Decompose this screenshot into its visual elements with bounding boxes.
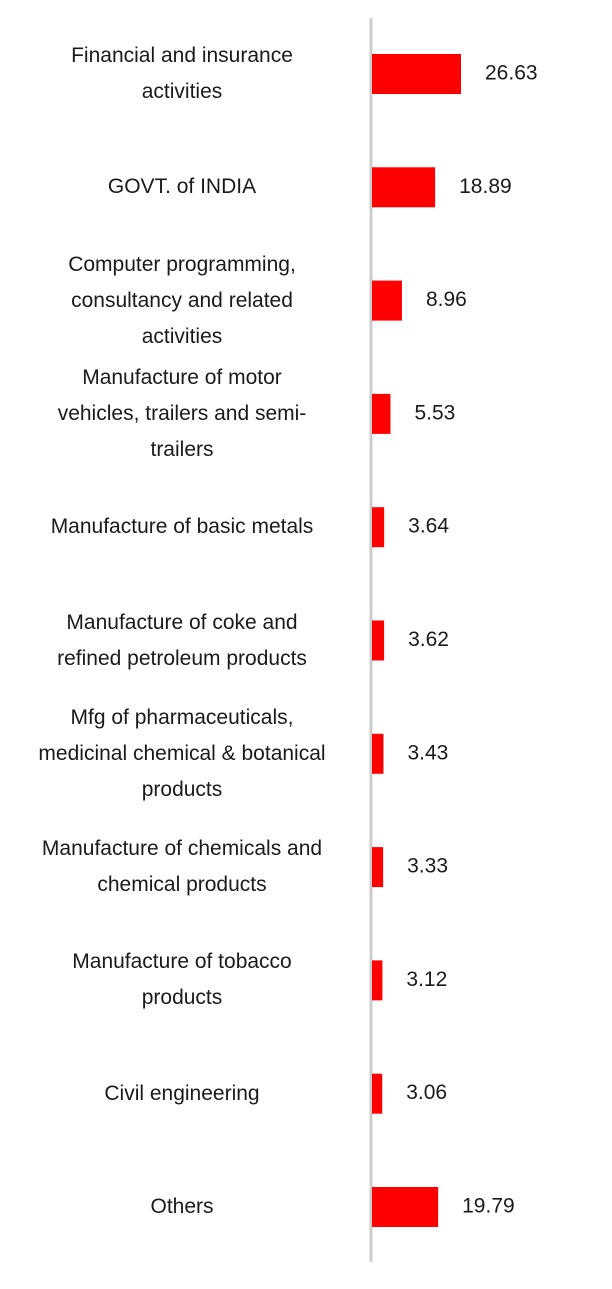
value-label-1: 18.89 [459, 175, 512, 198]
category-label-line: Manufacture of coke and [66, 610, 298, 634]
category-label-line: consultancy and related [71, 288, 293, 312]
category-label-line: Civil engineering [104, 1081, 260, 1105]
bar-8 [372, 960, 383, 1001]
bar-9 [372, 1073, 383, 1114]
value-label-0: 26.63 [485, 62, 538, 85]
category-label-6: Mfg of pharmaceuticals, medicinal chemica… [12, 700, 352, 808]
value-label-2: 8.96 [426, 288, 467, 311]
bar-7 [372, 847, 384, 888]
value-labels-group: 26.63 18.89 8.96 5.53 3.64 3.62 3.43 3.33 3.12 3.… [406, 62, 537, 1218]
bar-0 [372, 54, 461, 94]
category-label-5: Manufacture of coke and refined petroleum… [12, 605, 352, 677]
value-label-3: 5.53 [414, 401, 455, 424]
category-label-line: activities [141, 80, 223, 103]
category-label-9: Civil engineering [12, 1076, 352, 1112]
category-label-4: Manufacture of basic metals [12, 509, 352, 545]
bar-3 [372, 393, 391, 434]
value-label-4: 3.64 [408, 515, 449, 538]
value-label-7: 3.33 [407, 855, 448, 878]
category-label-8: Manufacture of tobacco products [12, 944, 352, 1016]
category-label-line: activities [141, 324, 223, 348]
bars-group [372, 54, 461, 1227]
category-label-line: chemical products [97, 873, 267, 897]
category-label-line: products [141, 777, 223, 801]
category-label-line: medicinal chemical & botanical [38, 741, 326, 765]
category-label-3: Manufacture of motor vehicles, trailers a… [12, 360, 352, 468]
bar-1 [372, 167, 436, 208]
bar-10 [372, 1187, 439, 1227]
value-label-5: 3.62 [408, 628, 449, 651]
value-label-8: 3.12 [406, 968, 447, 991]
category-label-line: Others [150, 1195, 214, 1218]
bar-2 [372, 280, 402, 321]
category-label-0: Financial and insurance activities [12, 38, 352, 110]
category-label-line: Manufacture of motor [82, 365, 282, 389]
category-label-10: Others [12, 1189, 352, 1225]
value-label-9: 3.06 [406, 1081, 447, 1104]
category-label-line: Manufacture of chemicals and [41, 837, 323, 861]
value-label-10: 19.79 [462, 1195, 515, 1218]
category-label-2: Computer programming, consultancy and rel… [12, 247, 352, 355]
category-label-line: Manufacture of tobacco [72, 950, 292, 974]
category-label-line: trailers [150, 437, 214, 461]
value-label-6: 3.43 [407, 741, 448, 764]
bar-5 [372, 620, 385, 661]
category-label-line: products [141, 986, 223, 1010]
category-label-7: Manufacture of chemicals and chemical pro… [12, 831, 352, 903]
category-label-line: Manufacture of basic metals [50, 515, 314, 539]
category-label-line: GOVT. of INDIA [107, 175, 257, 199]
bar-4 [372, 507, 385, 548]
category-label-line: refined petroleum products [57, 646, 307, 670]
category-label-line: vehicles, trailers and semi- [57, 401, 307, 425]
category-label-1: GOVT. of INDIA [12, 169, 352, 205]
category-label-line: Financial and insurance [71, 44, 293, 67]
category-label-line: Mfg of pharmaceuticals, [70, 705, 294, 729]
category-label-line: Computer programming, [68, 252, 296, 276]
bar-6 [372, 733, 384, 774]
